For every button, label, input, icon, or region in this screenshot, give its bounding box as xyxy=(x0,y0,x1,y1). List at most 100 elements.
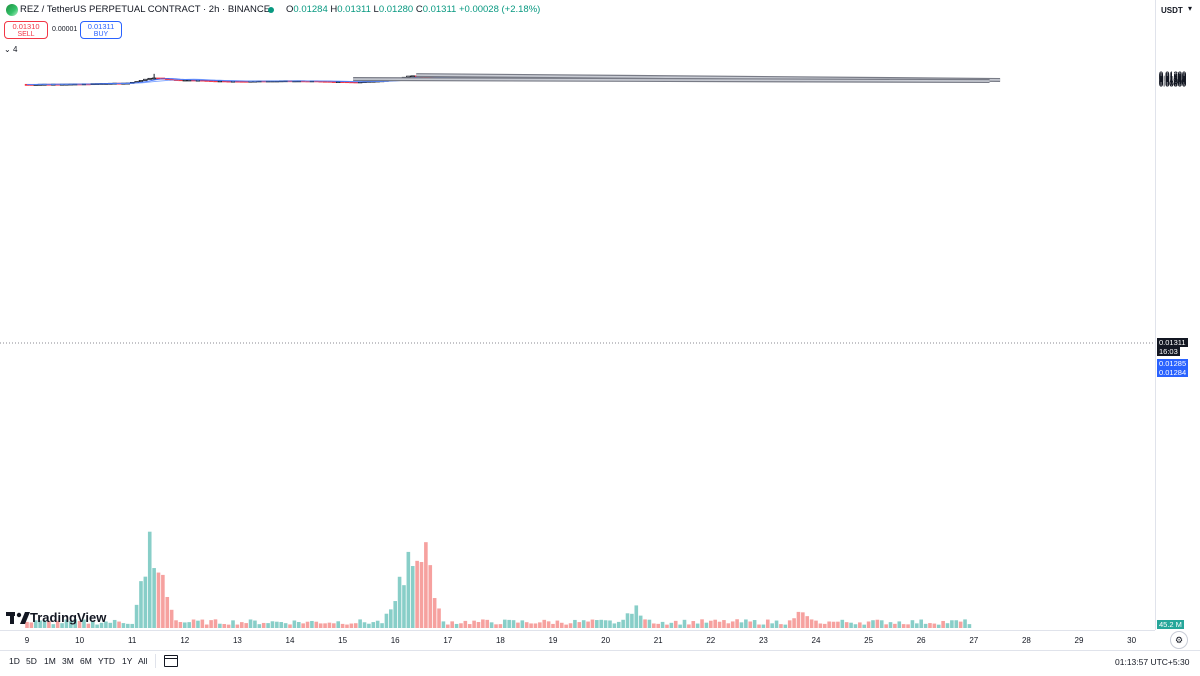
volume-bar xyxy=(25,621,29,628)
volume-bar xyxy=(849,622,853,628)
volume-bar xyxy=(384,613,389,628)
ma1-label: 0.01285 xyxy=(1157,359,1189,368)
volume-bar xyxy=(156,572,161,628)
price-tick-label: 0.01150 xyxy=(1159,76,1186,86)
symbol-logo-icon xyxy=(6,4,18,16)
volume-bar xyxy=(73,619,78,628)
volume-bar xyxy=(529,623,533,628)
trendlines[interactable] xyxy=(353,73,1001,84)
volume-bar xyxy=(340,623,345,628)
low-label: L xyxy=(373,4,379,15)
volume-bar xyxy=(599,619,604,628)
volume-bar xyxy=(950,620,954,628)
volume-bar xyxy=(279,622,284,628)
price-tick-label: 0.00950 xyxy=(1159,78,1187,88)
volume-bar xyxy=(428,565,433,628)
range-button-all[interactable]: All xyxy=(138,656,148,666)
settings-gear-icon[interactable]: ⚙ xyxy=(1170,631,1188,649)
volume-bar xyxy=(616,621,621,628)
volume-bar xyxy=(739,622,744,628)
range-button-6m[interactable]: 6M xyxy=(80,656,92,666)
volume-bar xyxy=(161,574,165,628)
volume-bar xyxy=(139,581,143,628)
volume-bar xyxy=(476,621,481,628)
volume-bar xyxy=(283,623,288,628)
sell-price: 0.01310 xyxy=(12,22,40,31)
volume-bar xyxy=(183,622,187,628)
volume-bar xyxy=(380,623,384,628)
volume-bar xyxy=(551,623,555,628)
volume-bar xyxy=(665,624,669,628)
volume-bar xyxy=(69,621,73,628)
live-dot-icon xyxy=(268,7,274,13)
currency-selector[interactable]: USDT xyxy=(1161,6,1183,15)
volume-bar xyxy=(371,622,376,628)
range-button-1m[interactable]: 1M xyxy=(44,656,56,666)
volume-bar xyxy=(318,623,323,628)
range-button-3m[interactable]: 3M xyxy=(62,656,74,666)
volume-bar xyxy=(818,623,823,628)
volume-bar xyxy=(446,624,450,628)
volume-bar xyxy=(765,619,770,628)
volume-bar xyxy=(200,619,205,628)
high-value: 0.01311 xyxy=(337,4,371,15)
time-tick-label: 17 xyxy=(443,636,453,645)
volume-bar xyxy=(60,623,64,628)
volume-bar xyxy=(590,619,595,628)
bar-countdown: 16:03 xyxy=(1157,347,1180,356)
volume-bar xyxy=(130,623,134,628)
volume-bar xyxy=(963,619,967,628)
buy-button[interactable]: 0.01311 BUY xyxy=(80,21,122,39)
volume-bar xyxy=(923,623,928,628)
volume-bar xyxy=(419,562,424,628)
volume-bar xyxy=(871,620,875,628)
volume-bar xyxy=(621,619,625,628)
volume-bar xyxy=(143,576,148,628)
range-button-1y[interactable]: 1Y xyxy=(122,656,133,666)
price-chart-canvas[interactable] xyxy=(0,0,1155,630)
time-tick-label: 29 xyxy=(1074,636,1084,645)
range-button-ytd[interactable]: YTD xyxy=(98,656,115,666)
volume-bar xyxy=(634,605,639,628)
volume-bar xyxy=(191,619,196,628)
range-button-5d[interactable]: 5D xyxy=(26,656,37,666)
volume-bar xyxy=(752,620,757,628)
time-tick-label: 13 xyxy=(232,636,242,645)
time-axis[interactable] xyxy=(0,630,1155,651)
volume-label: 45.2 M xyxy=(1157,620,1184,629)
symbol-title[interactable]: REZ / TetherUS PERPETUAL CONTRACT · 2h ·… xyxy=(20,4,271,15)
volume-bar xyxy=(603,620,608,628)
sell-button[interactable]: 0.01310 SELL xyxy=(4,21,48,39)
time-tick-label: 28 xyxy=(1021,636,1031,645)
volume-bar xyxy=(910,620,915,628)
volume-bar xyxy=(257,624,262,628)
volume-bar xyxy=(450,621,454,628)
volume-bar xyxy=(218,623,222,628)
volume-bar xyxy=(897,621,902,628)
indicators-toggle[interactable]: ⌄ 4 xyxy=(4,45,17,54)
volume-bar xyxy=(305,621,310,628)
clock-timezone[interactable]: 01:13:57 UTC+5:30 xyxy=(1115,657,1190,667)
volume-bar xyxy=(332,623,336,628)
price-tick-label: 0.01550 xyxy=(1159,72,1187,82)
volume-bar xyxy=(779,624,783,628)
calendar-range-icon[interactable] xyxy=(164,655,178,667)
volume-bar xyxy=(121,623,126,628)
volume-bar xyxy=(104,621,108,628)
volume-bar xyxy=(288,624,292,628)
price-tick-label: 0.01600 xyxy=(1159,71,1187,81)
chevron-down-icon[interactable]: ▾ xyxy=(1188,4,1193,13)
range-button-1d[interactable]: 1D xyxy=(9,656,20,666)
volume-bar xyxy=(542,619,547,628)
time-tick-label: 16 xyxy=(390,636,400,645)
volume-bar xyxy=(498,624,503,628)
volume-bar xyxy=(239,622,244,628)
volume-bar xyxy=(809,619,814,628)
volume-bar xyxy=(253,620,257,628)
volume-bar xyxy=(581,620,586,628)
tradingview-logo-icon[interactable] xyxy=(6,608,116,628)
volume-bar xyxy=(389,609,393,628)
price-axis[interactable] xyxy=(1155,0,1200,630)
volume-bar xyxy=(126,623,130,628)
